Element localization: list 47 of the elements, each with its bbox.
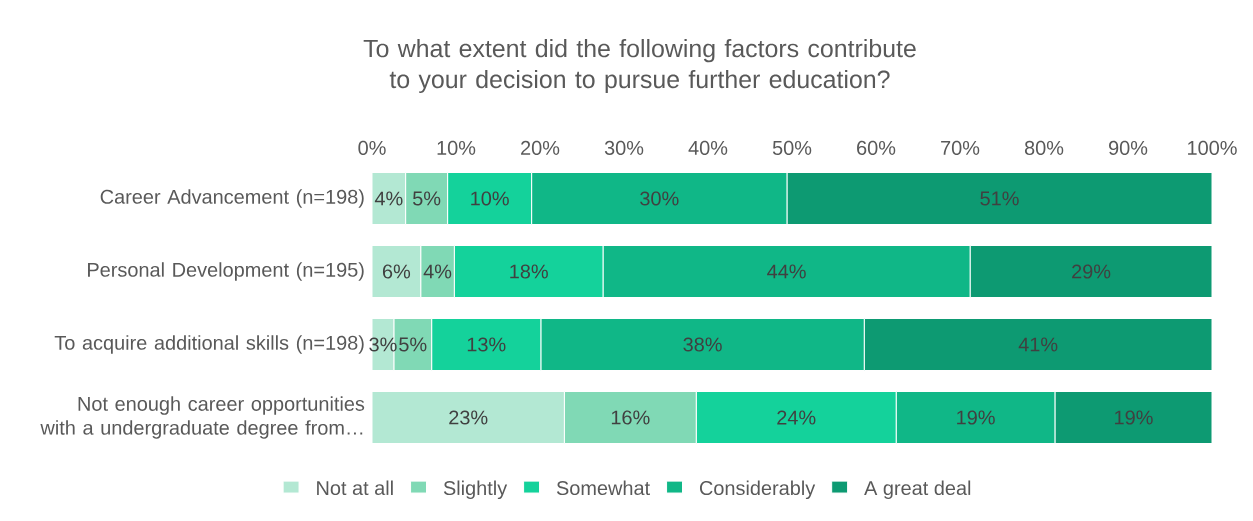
x-tick-label: 0% xyxy=(358,140,386,155)
data-label: 6% xyxy=(382,264,411,279)
data-label: 44% xyxy=(767,264,806,279)
data-label: 13% xyxy=(467,337,506,352)
legend-label: Somewhat xyxy=(556,480,650,496)
x-tick-label: 20% xyxy=(521,140,560,155)
data-label: 23% xyxy=(449,410,488,425)
x-tick-label: 50% xyxy=(772,140,812,155)
x-tick-label: 70% xyxy=(941,140,980,155)
bar xyxy=(1054,391,1213,445)
x-tick-label: 30% xyxy=(604,140,644,155)
x-tick-label: 100% xyxy=(1188,140,1237,155)
y-tick-label: Career Advancement (n=198) xyxy=(100,189,364,208)
x-tick-label: 80% xyxy=(1024,140,1064,155)
data-label: 19% xyxy=(957,410,995,425)
data-label: 4% xyxy=(423,264,452,279)
data-label: 3% xyxy=(369,337,397,352)
data-label: 5% xyxy=(413,191,441,206)
bar xyxy=(969,245,1213,299)
x-tick-label: 60% xyxy=(857,140,896,155)
data-label: 51% xyxy=(980,191,1019,206)
data-label: 18% xyxy=(510,264,548,279)
data-label: 30% xyxy=(640,191,679,206)
y-tick-label: To acquire additional skills (n=198) xyxy=(54,335,364,354)
data-label: 41% xyxy=(1018,337,1058,352)
data-label: 5% xyxy=(399,337,427,352)
legend-label: Considerably xyxy=(699,480,816,500)
x-tick-label: 40% xyxy=(688,140,728,155)
bar xyxy=(372,245,422,299)
data-label: 16% xyxy=(611,410,650,425)
data-label: 24% xyxy=(777,410,816,425)
data-label: 19% xyxy=(1115,410,1153,425)
x-tick-label: 90% xyxy=(1109,140,1148,155)
data-label: 4% xyxy=(374,191,403,206)
bar xyxy=(863,318,1213,372)
legend-label: Slightly xyxy=(443,480,508,500)
x-tick-label: 10% xyxy=(437,140,476,155)
legend-label: A great deal xyxy=(864,480,971,500)
data-label: 38% xyxy=(683,337,722,352)
bar xyxy=(372,391,565,445)
data-label: 29% xyxy=(1072,264,1111,279)
chart-title: To what extent did the following factors contribute to your decision to pursue further education? xyxy=(363,39,916,94)
y-tick-label: Not enough career opportunities with a undergraduate degree from… xyxy=(40,396,365,439)
legend-label: Not at all xyxy=(317,480,393,496)
data-label: 10% xyxy=(471,191,509,206)
y-tick-label: Personal Development (n=195) xyxy=(88,262,364,281)
bar xyxy=(786,172,1213,226)
